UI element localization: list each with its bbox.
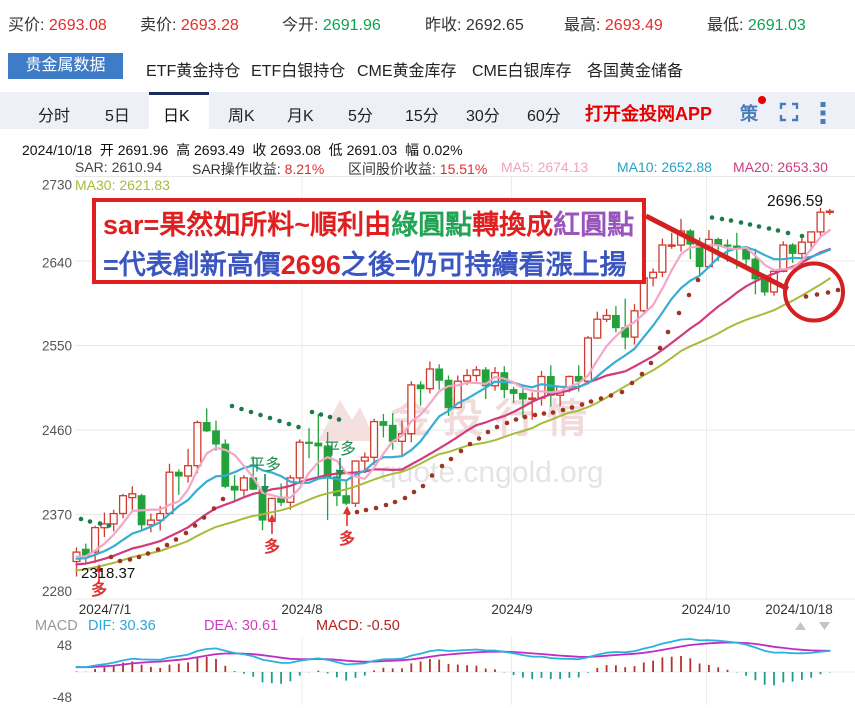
svg-text:平多: 平多 xyxy=(324,440,356,458)
svg-text:平多: 平多 xyxy=(249,456,281,474)
svg-text:2024/10/18: 2024/10/18 xyxy=(765,602,833,617)
svg-text:2318.37: 2318.37 xyxy=(81,565,135,582)
svg-text:2024/9: 2024/9 xyxy=(491,602,532,617)
svg-text:2024/10: 2024/10 xyxy=(682,602,731,617)
svg-text:2730: 2730 xyxy=(42,178,72,193)
svg-text:2460: 2460 xyxy=(42,423,72,438)
svg-text:2024/8: 2024/8 xyxy=(281,602,322,617)
svg-text:2280: 2280 xyxy=(42,584,72,599)
svg-text:-48: -48 xyxy=(52,690,72,705)
svg-text:2024/7/1: 2024/7/1 xyxy=(79,602,132,617)
svg-text:2550: 2550 xyxy=(42,339,72,354)
svg-text:2370: 2370 xyxy=(42,508,72,523)
svg-text:2696.59: 2696.59 xyxy=(767,193,823,210)
svg-text:多: 多 xyxy=(91,580,107,599)
svg-text:48: 48 xyxy=(57,638,72,653)
svg-text:多: 多 xyxy=(339,529,355,548)
svg-text:2640: 2640 xyxy=(42,256,72,271)
svg-text:多: 多 xyxy=(264,537,280,556)
svg-text:quote.cngold.org: quote.cngold.org xyxy=(380,456,604,489)
